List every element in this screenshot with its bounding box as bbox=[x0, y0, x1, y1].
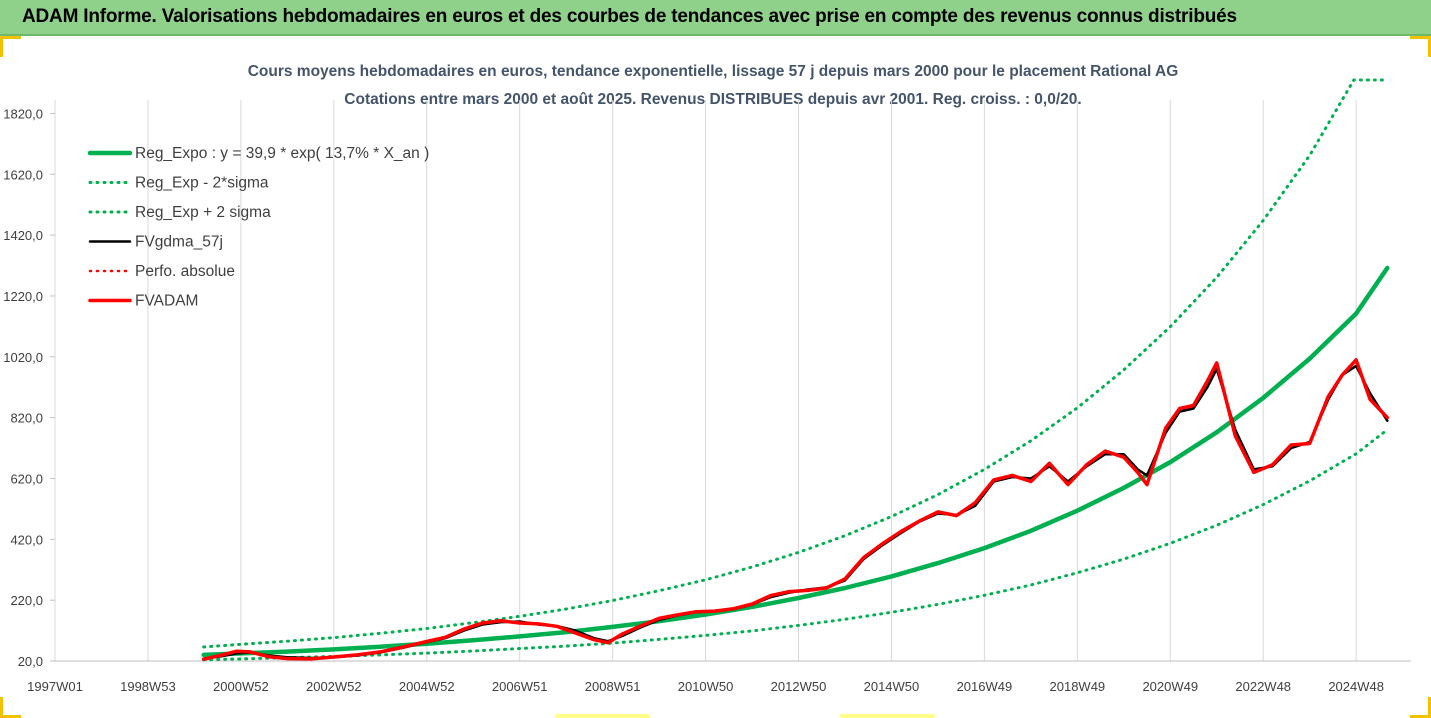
x-tick-label: 2016W49 bbox=[957, 679, 1013, 694]
y-tick-label: 1020,0 bbox=[3, 350, 43, 365]
frame-corner-top-right bbox=[1410, 36, 1431, 57]
sheet-tab-marker[interactable] bbox=[840, 714, 935, 718]
chart-subtitle: Cotations entre mars 2000 et août 2025. … bbox=[344, 91, 1081, 108]
y-tick-label: 1420,0 bbox=[3, 228, 43, 243]
series-line bbox=[202, 358, 1389, 661]
series-line bbox=[201, 358, 1390, 661]
y-tick-label: 1620,0 bbox=[3, 167, 43, 182]
frame-corner-bottom-right bbox=[1410, 697, 1431, 718]
series-line bbox=[201, 265, 1390, 658]
legend-entry: Reg_Expo : y = 39,9 * exp( 13,7% * X_an … bbox=[135, 145, 429, 162]
plot-area bbox=[201, 78, 1390, 662]
header-bar: ADAM Informe. Valorisations hebdomadaire… bbox=[0, 0, 1431, 36]
legend-entry: Reg_Exp + 2 sigma bbox=[135, 204, 271, 221]
legend: Reg_Expo : y = 39,9 * exp( 13,7% * X_an … bbox=[87, 145, 429, 310]
x-tick-label: 2006W51 bbox=[492, 679, 548, 694]
x-tick-label: 1997W01 bbox=[27, 679, 83, 694]
legend-entry: FVADAM bbox=[135, 293, 198, 310]
page-title: ADAM Informe. Valorisations hebdomadaire… bbox=[22, 6, 1237, 27]
x-tick-label: 2018W49 bbox=[1050, 679, 1106, 694]
legend-entry: Reg_Exp - 2*sigma bbox=[135, 175, 269, 192]
x-axis: 1997W01 1998W53 2000W52 2002W52 2004W52 2006W… bbox=[27, 679, 1384, 694]
x-tick-label: 2004W52 bbox=[399, 679, 455, 694]
line-chart: Cours moyens hebdomadaires en euros, ten… bbox=[3, 63, 1411, 694]
x-tick-label: 2012W50 bbox=[771, 679, 827, 694]
y-tick-label: 20,0 bbox=[18, 654, 43, 669]
x-tick-label: 2014W50 bbox=[864, 679, 920, 694]
frame-corner-top-left bbox=[0, 36, 21, 57]
y-tick-label: 620,0 bbox=[10, 471, 43, 486]
frame-corner-bottom-left bbox=[0, 697, 21, 718]
y-tick-label: 220,0 bbox=[10, 593, 43, 608]
y-axis: 20,0 220,0 420,0 620,0 820,0 1020,0 1220,0 1420… bbox=[3, 106, 55, 669]
legend-entry: FVgdma_57j bbox=[135, 234, 223, 251]
x-tick-label: 2008W51 bbox=[585, 679, 641, 694]
x-tick-label: 2000W52 bbox=[213, 679, 269, 694]
x-tick-label: 2024W48 bbox=[1328, 679, 1384, 694]
x-tick-label: 2020W49 bbox=[1142, 679, 1198, 694]
grid bbox=[54, 100, 1411, 662]
series-line bbox=[202, 78, 1389, 649]
x-tick-label: 2010W50 bbox=[678, 679, 734, 694]
series-line bbox=[202, 428, 1389, 662]
series-line bbox=[202, 364, 1389, 660]
x-tick-label: 2022W48 bbox=[1235, 679, 1291, 694]
y-tick-label: 1820,0 bbox=[3, 106, 43, 121]
x-tick-label: 1998W53 bbox=[120, 679, 176, 694]
chart-title: Cours moyens hebdomadaires en euros, ten… bbox=[248, 63, 1179, 80]
y-tick-label: 1220,0 bbox=[3, 289, 43, 304]
x-tick-label: 2002W52 bbox=[306, 679, 362, 694]
sheet-tab-marker[interactable] bbox=[555, 714, 650, 718]
legend-entry: Perfo. absolue bbox=[135, 263, 235, 280]
y-tick-label: 820,0 bbox=[10, 411, 43, 426]
y-tick-label: 420,0 bbox=[10, 532, 43, 547]
